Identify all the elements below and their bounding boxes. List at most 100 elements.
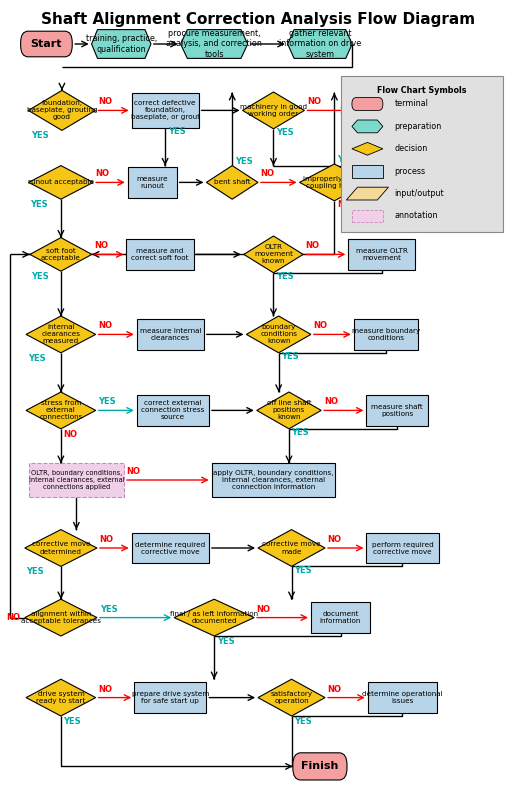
Text: satisfactory
operation: satisfactory operation	[270, 691, 313, 704]
Text: input/output: input/output	[395, 189, 444, 198]
Text: process: process	[395, 166, 426, 176]
Polygon shape	[181, 30, 248, 58]
Text: OLTR, boundary conditions,
internal clearances, external
connections applied: OLTR, boundary conditions, internal clea…	[28, 470, 124, 490]
Text: NO: NO	[314, 322, 328, 330]
FancyBboxPatch shape	[351, 93, 421, 128]
Text: NO: NO	[98, 685, 112, 694]
Text: document
information: document information	[320, 611, 361, 624]
Text: stress from
external
connections: stress from external connections	[39, 401, 83, 421]
Text: YES: YES	[337, 155, 354, 165]
Text: correct external
connection stress
source: correct external connection stress sourc…	[141, 401, 204, 421]
Text: prepare drive system
for safe start up: prepare drive system for safe start up	[132, 691, 209, 704]
Text: determine required
corrective move: determine required corrective move	[135, 542, 205, 554]
Text: NO: NO	[324, 398, 338, 406]
Text: NO: NO	[127, 467, 141, 476]
Text: NO: NO	[63, 430, 77, 439]
Text: procure measurement,
analysis, and correction
tools: procure measurement, analysis, and corre…	[166, 29, 262, 59]
FancyBboxPatch shape	[366, 533, 439, 563]
FancyBboxPatch shape	[137, 395, 209, 426]
Text: internal
clearances
measured: internal clearances measured	[41, 325, 80, 344]
Text: OLTR
movement
known: OLTR movement known	[254, 245, 293, 264]
FancyBboxPatch shape	[212, 463, 335, 497]
Polygon shape	[244, 236, 303, 273]
Polygon shape	[26, 392, 96, 429]
Text: NO: NO	[96, 170, 110, 178]
Text: correct defective
foundation,
baseplate, or grout: correct defective foundation, baseplate,…	[131, 100, 200, 120]
Text: NO: NO	[328, 685, 342, 694]
Polygon shape	[299, 164, 369, 201]
Polygon shape	[25, 530, 97, 566]
FancyBboxPatch shape	[352, 98, 383, 110]
Text: YES: YES	[276, 128, 294, 138]
FancyBboxPatch shape	[341, 76, 503, 232]
Text: corrective move
made: corrective move made	[262, 542, 321, 554]
Polygon shape	[346, 187, 389, 200]
FancyBboxPatch shape	[126, 239, 194, 270]
Text: improperly bored
coupling hub(s): improperly bored coupling hub(s)	[303, 176, 366, 189]
Text: NO: NO	[328, 535, 342, 544]
FancyBboxPatch shape	[132, 533, 209, 563]
Text: YES: YES	[294, 566, 312, 575]
FancyBboxPatch shape	[352, 165, 383, 178]
Text: YES: YES	[294, 717, 312, 726]
Polygon shape	[247, 316, 311, 353]
Polygon shape	[243, 92, 304, 129]
Text: YES: YES	[31, 272, 49, 282]
Polygon shape	[26, 679, 96, 716]
Text: measure internal
clearances: measure internal clearances	[139, 328, 201, 341]
Text: YES: YES	[281, 352, 299, 362]
FancyBboxPatch shape	[134, 682, 206, 713]
Text: foundation,
baseplate, grouting
good: foundation, baseplate, grouting good	[27, 100, 97, 120]
FancyBboxPatch shape	[293, 753, 347, 780]
Text: NO: NO	[305, 242, 320, 250]
Text: YES: YES	[276, 272, 294, 282]
Text: measure and
correct soft foot: measure and correct soft foot	[131, 248, 189, 261]
FancyBboxPatch shape	[137, 319, 204, 350]
Text: determine operational
issues: determine operational issues	[362, 691, 443, 704]
Polygon shape	[258, 530, 325, 566]
Text: Flow Chart Symbols: Flow Chart Symbols	[377, 86, 466, 94]
Polygon shape	[91, 30, 151, 58]
FancyBboxPatch shape	[128, 167, 176, 198]
Text: measure boundary
conditions: measure boundary conditions	[352, 328, 420, 341]
Text: machinery in good
working order: machinery in good working order	[240, 104, 307, 117]
Text: YES: YES	[30, 200, 48, 210]
FancyBboxPatch shape	[354, 319, 418, 350]
Text: Start: Start	[30, 39, 62, 49]
Text: YES: YES	[292, 428, 309, 438]
Text: NO: NO	[261, 170, 275, 178]
FancyBboxPatch shape	[28, 463, 124, 497]
Polygon shape	[28, 90, 95, 130]
Text: NO: NO	[100, 535, 114, 544]
Text: NO: NO	[337, 200, 351, 210]
Polygon shape	[352, 142, 383, 155]
Text: measure shaft
positions: measure shaft positions	[372, 404, 423, 417]
Text: preparation: preparation	[395, 122, 442, 131]
Polygon shape	[28, 166, 93, 199]
Polygon shape	[25, 599, 97, 636]
Text: NO: NO	[256, 605, 271, 614]
Text: NO: NO	[94, 242, 108, 250]
Text: annotation: annotation	[395, 211, 438, 221]
Text: off line shaft
positions
known: off line shaft positions known	[267, 401, 311, 421]
Text: YES: YES	[217, 637, 234, 646]
FancyBboxPatch shape	[21, 31, 72, 57]
Polygon shape	[257, 392, 321, 429]
FancyBboxPatch shape	[367, 682, 438, 713]
Text: apply OLTR, boundary conditions,
internal clearances, external
connection inform: apply OLTR, boundary conditions, interna…	[213, 470, 334, 490]
Polygon shape	[30, 238, 92, 271]
FancyBboxPatch shape	[348, 239, 415, 270]
Text: alignment within
acceptable tolerances: alignment within acceptable tolerances	[21, 611, 101, 624]
FancyBboxPatch shape	[132, 93, 199, 128]
Text: boundary
conditions
known: boundary conditions known	[260, 325, 297, 344]
Polygon shape	[258, 679, 325, 716]
Text: drive system
ready to start: drive system ready to start	[36, 691, 86, 704]
Text: NO: NO	[7, 613, 21, 622]
Text: perform required
corrective move: perform required corrective move	[372, 542, 433, 554]
Text: Shaft Alignment Correction Analysis Flow Diagram: Shaft Alignment Correction Analysis Flow…	[41, 12, 475, 27]
Text: NO: NO	[307, 98, 321, 106]
FancyBboxPatch shape	[366, 395, 428, 426]
Text: decision: decision	[395, 144, 428, 154]
Text: YES: YES	[63, 717, 81, 726]
Text: YES: YES	[98, 398, 116, 406]
